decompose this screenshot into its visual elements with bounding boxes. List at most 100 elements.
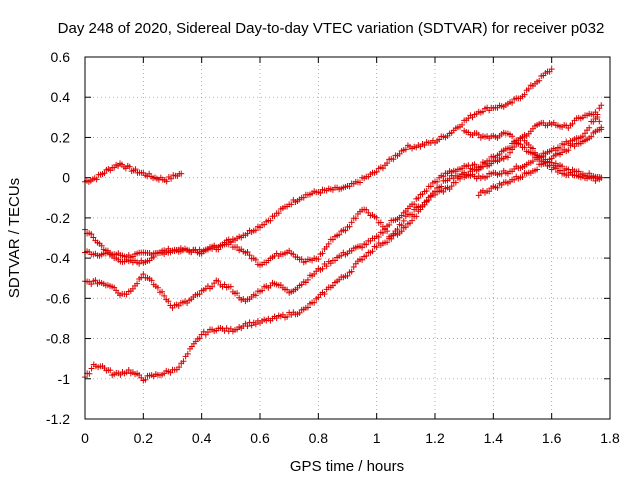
- data-point: [427, 183, 434, 190]
- data-point: [511, 176, 518, 183]
- data-point: [352, 215, 359, 222]
- data-point: [557, 145, 563, 152]
- data-point: [423, 188, 430, 195]
- data-point: [363, 206, 370, 213]
- data-point: [579, 133, 586, 140]
- data-point: [134, 280, 141, 287]
- data-point: [252, 256, 259, 263]
- data-point: [234, 290, 241, 297]
- data-point: [227, 239, 234, 246]
- data-point: [409, 217, 416, 224]
- data-point: [304, 304, 311, 311]
- data-point: [398, 228, 405, 235]
- data-point: [298, 256, 305, 263]
- data-point: [132, 166, 139, 173]
- y-tick-label: 0.6: [51, 49, 71, 65]
- chart-title: Day 248 of 2020, Sidereal Day-to-day VTE…: [58, 20, 605, 37]
- y-axis: -1.2 -1 -0.8 -0.6 -0.4 -0.2 0 0.2 0.4 0.6: [46, 49, 610, 427]
- data-point: [486, 188, 493, 195]
- data-point: [346, 223, 353, 230]
- data-point: [90, 234, 97, 241]
- data-point: [319, 250, 326, 257]
- data-point: [288, 201, 295, 208]
- data-point: [529, 145, 536, 152]
- data-point: [448, 183, 455, 190]
- data-point: [252, 292, 259, 299]
- data-point: [388, 235, 395, 242]
- data-point: [332, 257, 338, 264]
- series-track-6: [461, 127, 605, 184]
- x-tick-label: 1.6: [542, 430, 562, 446]
- data-point: [317, 189, 324, 196]
- x-tick-label: 0.8: [309, 430, 329, 446]
- y-tick-label: 0.4: [51, 89, 71, 105]
- data-point: [382, 226, 388, 233]
- data-point: [357, 179, 363, 186]
- data-point: [513, 137, 520, 144]
- data-point: [377, 219, 384, 226]
- data-point: [344, 272, 351, 279]
- data-point: [598, 174, 605, 181]
- data-point: [446, 175, 453, 182]
- y-tick-label: -0.2: [46, 210, 70, 226]
- data-point: [92, 277, 99, 284]
- data-point: [494, 184, 501, 191]
- data-point: [325, 240, 332, 247]
- data-point: [552, 165, 559, 172]
- data-point: [363, 241, 370, 248]
- data-point: [434, 178, 441, 185]
- data-point: [432, 191, 438, 198]
- data-point: [440, 173, 447, 180]
- data-point: [223, 325, 230, 332]
- x-tick-label: 1.8: [600, 430, 620, 446]
- data-point: [323, 263, 330, 270]
- data-point: [107, 367, 114, 374]
- data-point: [592, 115, 599, 122]
- y-tick-label: 0.2: [51, 129, 71, 145]
- data-point: [594, 111, 601, 118]
- data-point: [509, 99, 516, 106]
- data-point: [359, 244, 366, 251]
- y-tick-label: -0.4: [46, 250, 70, 266]
- x-tick-label: 0.2: [134, 430, 154, 446]
- data-point: [196, 291, 203, 298]
- x-axis: 0 0.2 0.4 0.6 0.8 1 1.2 1.4 1.6 1.8: [81, 57, 620, 446]
- data-point: [234, 244, 241, 251]
- data-point: [546, 162, 553, 169]
- data-point: [409, 211, 416, 218]
- data-point: [396, 150, 403, 157]
- data-point: [196, 335, 203, 342]
- data-point: [373, 168, 380, 175]
- data-point: [176, 364, 183, 371]
- data-point: [521, 144, 528, 151]
- data-point: [246, 252, 253, 259]
- data-point: [561, 141, 568, 148]
- series-track-4: [82, 134, 605, 311]
- data-point: [402, 224, 409, 231]
- y-axis-title: SDTVAR / TECUs: [6, 178, 23, 298]
- data-point: [88, 231, 95, 238]
- data-point: [411, 201, 418, 208]
- data-point: [413, 213, 420, 220]
- data-point: [400, 217, 407, 224]
- data-point: [275, 210, 282, 217]
- x-tick-label: 1.2: [425, 430, 445, 446]
- data-point: [548, 66, 555, 73]
- data-point: [159, 288, 166, 295]
- data-point: [509, 133, 516, 140]
- data-points: [82, 66, 605, 384]
- data-point: [329, 282, 336, 289]
- data-point: [304, 276, 311, 283]
- data-point: [311, 299, 318, 306]
- data-point: [252, 227, 259, 234]
- data-point: [244, 323, 251, 330]
- data-point: [459, 121, 466, 128]
- data-point: [259, 287, 266, 294]
- data-point: [252, 321, 259, 328]
- data-point: [534, 166, 541, 173]
- y-tick-label: -0.6: [46, 290, 70, 306]
- data-point: [565, 147, 572, 154]
- data-point: [101, 170, 108, 177]
- data-point: [379, 165, 386, 172]
- data-point: [215, 246, 222, 253]
